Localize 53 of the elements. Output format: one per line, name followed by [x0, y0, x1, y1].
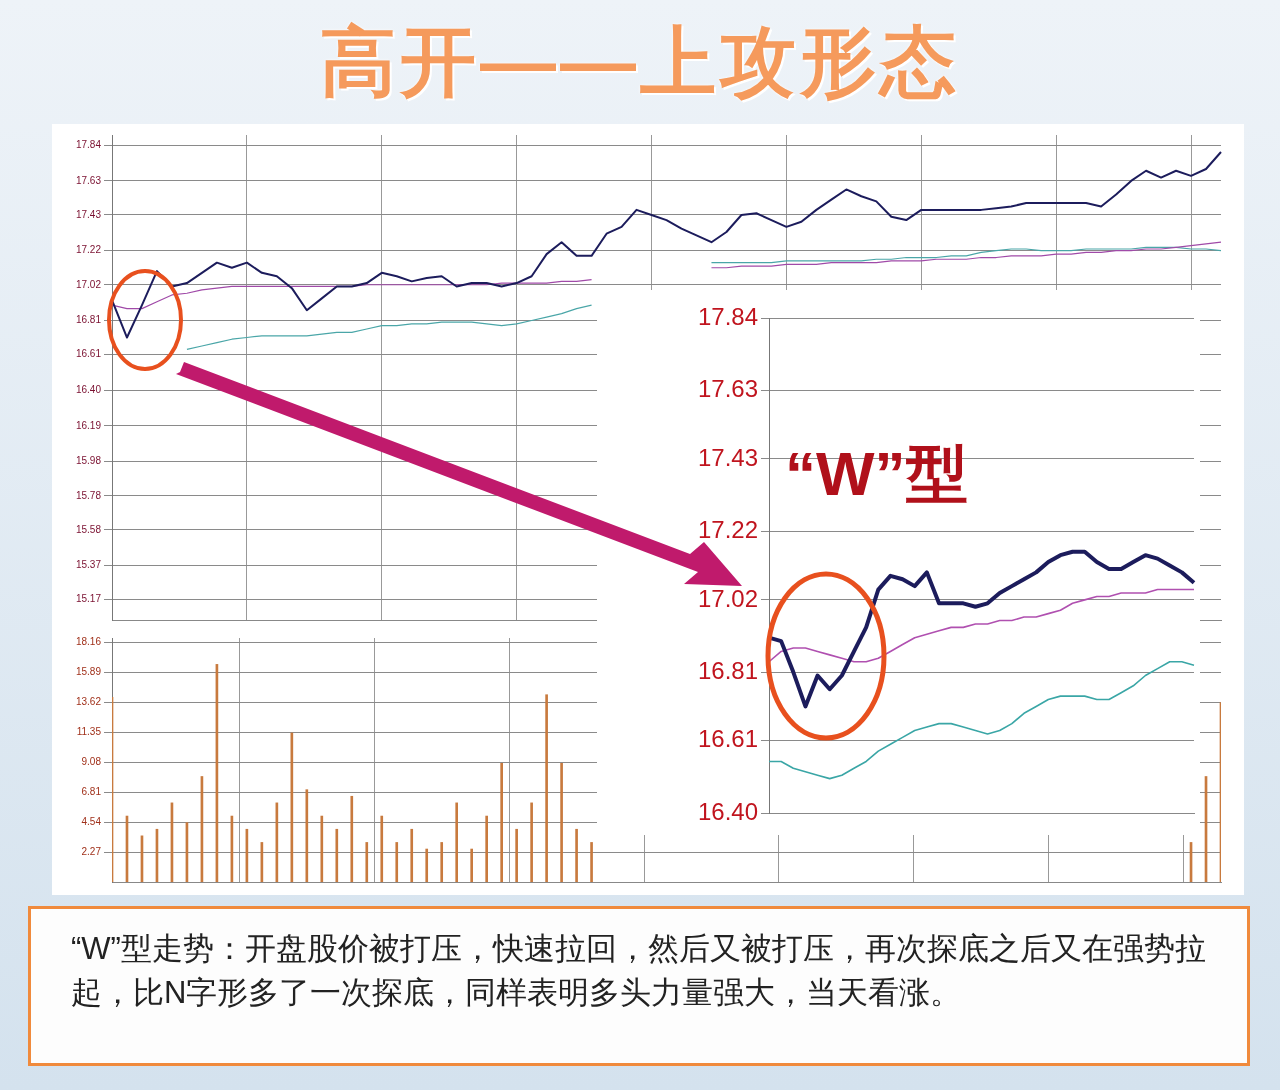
- y-tick-label: 17.22: [697, 515, 758, 543]
- y-tick-label: 4.54: [81, 815, 102, 827]
- bar: [560, 762, 563, 882]
- y-tick-label: 16.19: [75, 419, 102, 431]
- y-tick-label: 17.22: [75, 244, 102, 256]
- y-tick-label: 15.78: [75, 489, 102, 501]
- y-tick-label: 17.84: [697, 302, 758, 330]
- y-tick-label: 6.81: [81, 785, 102, 797]
- y-tick-label: 17.63: [697, 374, 758, 402]
- y-tick-label: 17.43: [697, 443, 758, 471]
- y-tick-label: 16.81: [697, 656, 758, 684]
- y-tick-label: 16.61: [697, 725, 758, 753]
- bar: [545, 694, 548, 882]
- y-tick-label: 16.81: [75, 314, 102, 326]
- y-tick-label: 15.58: [75, 523, 102, 535]
- y-tick-label: 11.35: [76, 726, 102, 738]
- bar: [590, 842, 593, 882]
- y-tick-label: 15.17: [75, 593, 102, 605]
- y-tick-label: 15.89: [75, 666, 102, 678]
- bar: [425, 848, 429, 882]
- y-tick-label: 17.84: [75, 138, 102, 150]
- bar: [575, 828, 578, 882]
- y-tick-label: 16.40: [75, 384, 102, 396]
- y-tick-label: 17.43: [75, 208, 102, 220]
- bar: [500, 762, 503, 882]
- bar: [455, 802, 459, 882]
- bar: [380, 815, 384, 882]
- y-tick-label: 15.98: [75, 455, 102, 467]
- bar: [530, 802, 533, 882]
- y-tick-label: 9.08: [81, 755, 102, 767]
- y-tick-label: 15.37: [75, 559, 102, 571]
- bar: [335, 828, 339, 882]
- bar: [350, 795, 354, 882]
- y-tick-label: 17.02: [697, 584, 758, 612]
- bar: [440, 842, 444, 882]
- y-tick-label: 2.27: [81, 845, 102, 857]
- bar: [395, 842, 399, 882]
- y-tick-label: 18.16: [75, 636, 102, 648]
- bar: [410, 828, 414, 882]
- bar: [515, 828, 518, 882]
- bar: [305, 789, 309, 882]
- text: “W”型走势：开盘股价被打压，快速拉回，然后又被打压，再次探底之后又在强势拉起，比N字形多了一次探底，同样表明多头力量强大，当天看涨。: [71, 930, 1207, 1012]
- y-tick-label: 17.63: [75, 174, 102, 186]
- bar: [485, 815, 488, 882]
- bar: [320, 815, 324, 882]
- y-tick-label: 16.40: [697, 797, 758, 825]
- y-tick-label: 13.62: [75, 696, 102, 708]
- y-tick-label: 17.02: [75, 278, 102, 290]
- annotation: “W”型: [785, 438, 968, 510]
- y-tick-label: 16.61: [75, 348, 102, 360]
- bar: [365, 842, 369, 882]
- chart-title: 高开——上攻形态: [319, 18, 961, 106]
- bar: [470, 848, 474, 882]
